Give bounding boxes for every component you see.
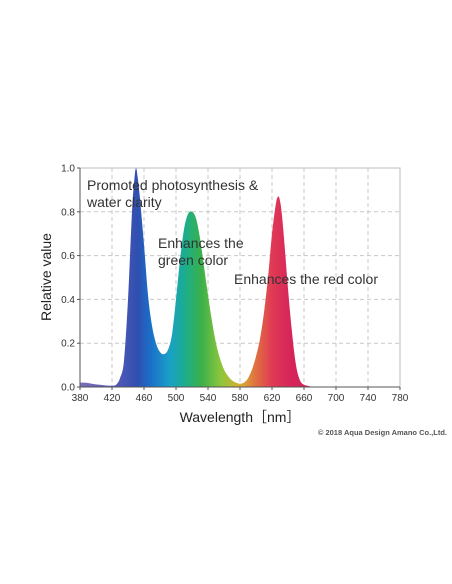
- x-tick-label: 500: [168, 393, 185, 404]
- spectrum-area: [80, 167, 312, 387]
- annotation-blue-line2: water clarity: [86, 194, 162, 210]
- y-tick-label: 0.6: [61, 251, 75, 262]
- x-tick-label: 700: [328, 393, 345, 404]
- y-tick-label: 0.2: [61, 339, 75, 350]
- annotation-green-line1: Enhances the: [158, 235, 244, 251]
- y-tick-label: 1.0: [61, 164, 75, 175]
- x-tick-label: 660: [296, 393, 313, 404]
- annotation-blue-line1: Promoted photosynthesis &: [87, 177, 259, 193]
- x-tick-label: 420: [104, 393, 121, 404]
- x-tick-label: 540: [200, 393, 217, 404]
- y-tick-label: 0.0: [61, 383, 75, 394]
- x-tick-label: 620: [264, 393, 281, 404]
- y-tick-label: 0.8: [61, 207, 75, 218]
- copyright-notice: © 2018 Aqua Design Amano Co.,Ltd.: [318, 428, 447, 437]
- annotation-red: Enhances the red color: [234, 271, 378, 287]
- x-tick-label: 380: [72, 393, 89, 404]
- x-axis-title: Wavelength［nm］: [180, 409, 301, 425]
- y-axis-title: Relative value: [38, 233, 54, 321]
- x-tick-label: 580: [232, 393, 249, 404]
- y-tick-label: 0.4: [61, 295, 75, 306]
- x-tick-label: 780: [392, 393, 409, 404]
- x-tick-label: 460: [136, 393, 153, 404]
- x-tick-labels: 380 420 460 500 540 580 620 660 700 740 780: [72, 387, 409, 404]
- x-tick-label: 740: [360, 393, 377, 404]
- annotation-green-line2: green color: [158, 252, 228, 268]
- y-tick-labels: 0.0 0.2 0.4 0.6 0.8 1.0: [61, 164, 80, 394]
